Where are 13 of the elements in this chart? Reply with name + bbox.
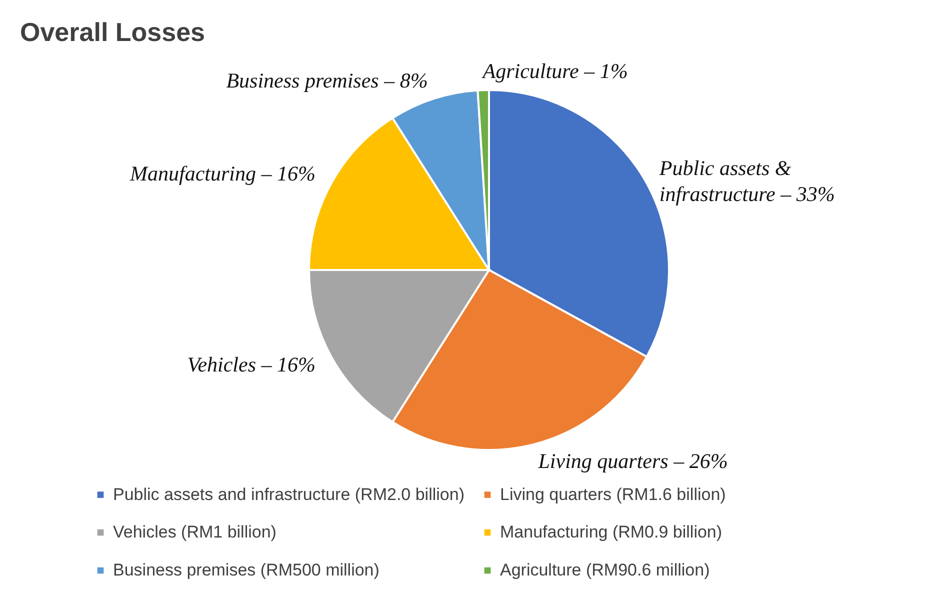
legend-label: Public assets and infrastructure (RM2.0 billion)	[113, 484, 464, 504]
text: Vehicles – 16%	[187, 352, 316, 376]
legend-label: Living quarters (RM1.6 billion)	[500, 484, 726, 504]
text: Agriculture – 1%	[482, 59, 628, 84]
legend-label: Business premises (RM500 million)	[113, 560, 380, 580]
legend-label: Manufacturing (RM0.9 billion)	[500, 522, 722, 542]
legend-label: Agriculture (RM90.6 million)	[500, 560, 710, 580]
text: Business premises – 8%	[226, 68, 428, 93]
text: Living quarters – 26%	[538, 448, 728, 473]
text: Manufacturing – 16%	[130, 162, 316, 186]
text: Public assets & infrastructure – 33%	[659, 156, 835, 206]
chart-title: Overall Losses	[20, 17, 205, 47]
legend-label: Vehicles (RM1 billion)	[113, 522, 276, 542]
